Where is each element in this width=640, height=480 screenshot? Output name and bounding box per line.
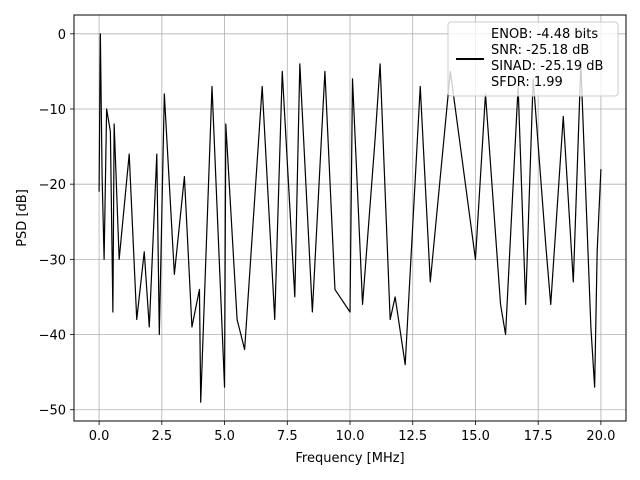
y-axis-ticks: 0 −10 −20 −30 −40 −50 [39, 28, 74, 419]
series-layer [98, 33, 602, 403]
x-axis-label: Frequency [MHz] [295, 451, 404, 466]
x-tick-label: 2.5 [151, 429, 172, 444]
x-tick-label: 7.5 [277, 429, 298, 444]
legend-entry-sfdr: SFDR: 1.99 [491, 75, 563, 90]
y-tick-label: −20 [39, 178, 66, 193]
legend-entry-sinad: SINAD: -25.19 dB [491, 59, 603, 74]
x-tick-label: 20.0 [586, 429, 615, 444]
y-tick-label: −10 [39, 103, 66, 118]
x-tick-label: 5.0 [214, 429, 235, 444]
x-tick-label: 15.0 [461, 429, 490, 444]
x-tick-label: 12.5 [398, 429, 427, 444]
y-tick-label: −40 [39, 329, 66, 344]
psd-series-line [98, 33, 602, 403]
y-tick-label: −50 [39, 404, 66, 419]
legend: ENOB: -4.48 bits SNR: -25.18 dB SINAD: -… [447, 21, 619, 97]
y-tick-label: −30 [39, 253, 66, 268]
x-tick-label: 0.0 [89, 429, 110, 444]
legend-entry-enob: ENOB: -4.48 bits [491, 27, 598, 42]
y-tick-label: 0 [58, 28, 66, 43]
legend-box [447, 21, 619, 97]
x-tick-label: 10.0 [336, 429, 365, 444]
x-tick-label: 17.5 [524, 429, 553, 444]
x-axis-ticks: 0.0 2.5 5.0 7.5 10.0 12.5 15.0 17.5 20.0 [89, 421, 615, 444]
legend-entry-snr: SNR: -25.18 dB [491, 43, 589, 58]
y-axis-label: PSD [dB] [15, 189, 30, 247]
